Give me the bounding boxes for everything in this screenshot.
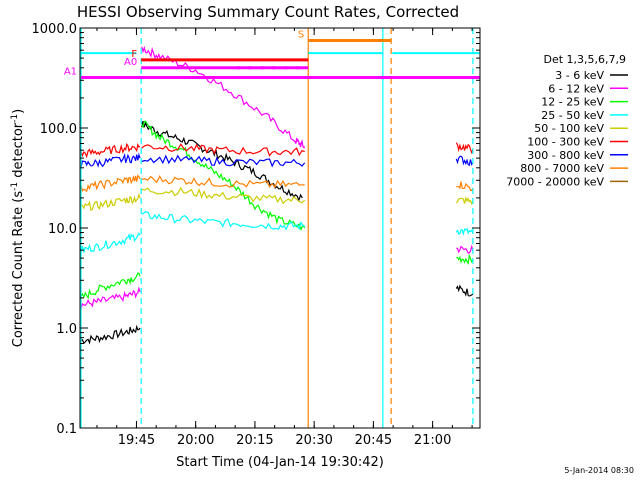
plot-frame <box>79 27 481 429</box>
y-axis-ticks: 0.1 1.0 10.0 100.0 1000.0 <box>32 22 480 437</box>
series-line-4-seg-1 <box>141 186 306 205</box>
y-tick-label: 100.0 <box>40 122 77 137</box>
legend-entry-label: 12 - 25 keV <box>541 96 604 109</box>
date-stamp: 5-Jan-2014 08:30 <box>564 466 634 475</box>
series-line-2-seg-0 <box>80 272 141 300</box>
y-axis-label-mid: detector <box>11 122 26 182</box>
y-tick-label: 1.0 <box>56 322 77 337</box>
series-line-0-seg-0 <box>80 324 141 345</box>
legend-entry-label: 6 - 12 keV <box>548 82 604 95</box>
series-line-6-seg-1 <box>141 154 306 168</box>
x-tick-label: 20:30 <box>295 433 332 448</box>
attenuator-dot-0 <box>236 66 240 70</box>
y-axis-label-suffix: ) <box>11 109 26 114</box>
y-axis-label: Corrected Count Rate (s-1 detector-1) <box>10 109 26 347</box>
legend-entry-label: 300 - 800 keV <box>527 149 604 162</box>
attenuator-dot-1 <box>248 66 252 70</box>
series-line-1-seg-0 <box>80 286 141 309</box>
legend-entry-label: 25 - 50 keV <box>541 109 604 122</box>
marker-label-2: A0 <box>124 57 137 68</box>
y-axis-label-sup2: -1 <box>10 114 20 123</box>
x-tick-label: 19:45 <box>118 433 155 448</box>
series-line-4-seg-2 <box>455 195 474 206</box>
series-line-1-seg-2 <box>456 244 474 254</box>
series-lines <box>80 45 474 345</box>
series-line-7-seg-0 <box>80 174 141 193</box>
legend-entry-label: 800 - 7000 keV <box>520 162 604 175</box>
attenuator-dot-3 <box>272 66 276 70</box>
state-markers: S FA0 A1 <box>64 29 480 79</box>
y-axis-label-sup1: -1 <box>10 182 20 191</box>
series-line-7-seg-1 <box>141 175 305 189</box>
series-line-3-seg-0 <box>80 232 141 254</box>
series-line-0-seg-2 <box>455 284 474 297</box>
x-axis-label: Start Time (04-Jan-14 19:30:42) <box>176 455 384 470</box>
x-tick-label: 21:00 <box>414 433 451 448</box>
series-line-2-seg-2 <box>456 253 474 266</box>
marker-label-0: S <box>298 29 304 40</box>
series-line-4-seg-0 <box>80 192 141 212</box>
series-line-7-seg-2 <box>456 181 474 191</box>
x-tick-label: 20:45 <box>355 433 392 448</box>
marker-label-3: A1 <box>64 66 77 77</box>
series-line-3-seg-2 <box>455 227 474 236</box>
series-line-5-seg-0 <box>80 142 141 159</box>
attenuator-dot-5 <box>296 66 300 70</box>
attenuator-dot-2 <box>260 66 264 70</box>
y-tick-label: 1000.0 <box>32 22 78 37</box>
legend-entry-label: 100 - 300 keV <box>527 136 604 149</box>
legend-title: Det 1,3,5,6,7,9 <box>543 53 626 66</box>
y-axis-label-prefix: Corrected Count Rate (s <box>11 191 26 348</box>
series-line-6-seg-2 <box>455 155 474 167</box>
legend-entry-label: 50 - 100 keV <box>534 122 604 135</box>
series-line-5-seg-2 <box>455 142 474 155</box>
chart-title: HESSI Observing Summary Count Rates, Cor… <box>77 3 459 21</box>
vertical-markers <box>80 28 474 428</box>
legend-entry-label: 7000 - 20000 keV <box>506 175 604 188</box>
series-line-5-seg-1 <box>141 143 305 157</box>
series-line-2-seg-1 <box>141 120 306 232</box>
x-tick-label: 20:15 <box>236 433 273 448</box>
series-line-3-seg-1 <box>141 211 305 231</box>
y-tick-label: 10.0 <box>48 222 77 237</box>
x-axis-ticks: 19:45 20:00 20:15 20:30 20:45 21:00 <box>96 28 473 448</box>
marker-label-1: F <box>131 49 137 60</box>
plot-area: S FA0 A1 19:45 20:00 20:15 20:30 20:45 21:00 0.… <box>32 22 481 448</box>
attenuator-dot-4 <box>284 66 288 70</box>
y-tick-label: 0.1 <box>56 422 77 437</box>
x-tick-label: 20:00 <box>177 433 214 448</box>
series-line-6-seg-0 <box>80 152 141 168</box>
legend-entry-label: 3 - 6 keV <box>555 69 604 82</box>
